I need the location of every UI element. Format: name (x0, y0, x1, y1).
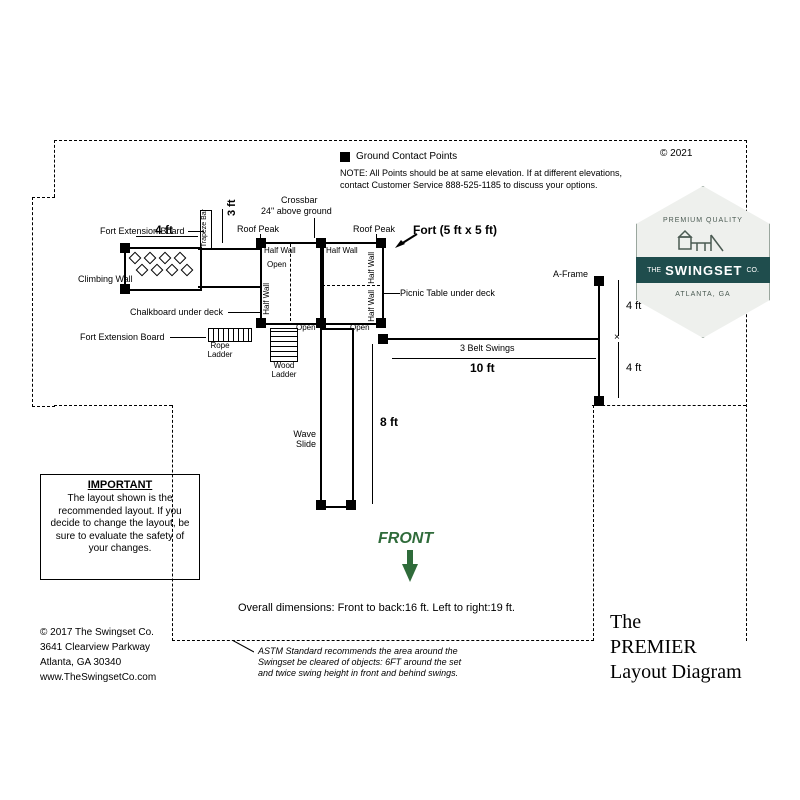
overall-dims: Overall dimensions: Front to back:16 ft.… (238, 602, 515, 614)
halfwall-r2: Half Wall (367, 290, 376, 322)
note-line2: contact Customer Service 888-525-1185 to… (340, 180, 597, 190)
note-line1: NOTE: All Points should be at same eleva… (340, 168, 622, 178)
logo-the: THE (647, 267, 661, 274)
copyright-l1: © 2017 The Swingset Co. (40, 625, 156, 640)
halfwall-top-r: Half Wall (326, 246, 358, 255)
fort-title: Fort (5 ft x 5 ft) (413, 223, 497, 237)
dim-3ft: 3 ft (226, 200, 238, 217)
copyright-l2: 3641 Clearview Parkway (40, 640, 156, 655)
wave-slide (320, 328, 354, 508)
dim-sep-x: × (614, 332, 620, 343)
copyright-l3: Atlanta, GA 30340 (40, 655, 156, 670)
fort-ext-top: Fort Extension Board (100, 226, 185, 236)
roof-peak-2: Roof Peak (353, 224, 395, 234)
important-box: IMPORTANT The layout shown is the recomm… (40, 474, 200, 580)
open-1: Open (267, 260, 287, 269)
trapeze-label: Trapeze Bar (201, 209, 208, 247)
diagram-title: The PREMIER Layout Diagram (610, 610, 742, 685)
aframe-label: A-Frame (553, 269, 588, 279)
dim-8ft: 8 ft (380, 415, 398, 429)
fort-ext-bot: Fort Extension Board (80, 332, 165, 342)
logo-brand: SWINGSET (665, 263, 742, 278)
brand-logo: PREMIUM QUALITY THE SWINGSET CO. ATLANTA… (636, 186, 768, 336)
front-arrow (402, 550, 418, 582)
rope-ladder (208, 328, 252, 342)
dim-4ft-bot: 4 ft (626, 362, 641, 374)
wood-label: Wood Ladder (264, 362, 304, 380)
crossbar-l1: Crossbar (281, 195, 318, 205)
logo-top: PREMIUM QUALITY (637, 217, 769, 224)
wave-label: Wave Slide (280, 430, 316, 450)
title-l1: The (610, 610, 742, 635)
astm-l3: and twice swing height in front and behi… (258, 668, 458, 678)
copyright-l4: www.TheSwingsetCo.com (40, 670, 156, 685)
swings-label: 3 Belt Swings (460, 343, 515, 353)
climbing-label: Climbing Wall (78, 274, 133, 284)
crossbar-l2: 24" above ground (261, 206, 332, 216)
playground-icon (677, 229, 729, 253)
open-2: Open (296, 323, 316, 332)
logo-bottom: ATLANTA, GA (637, 291, 769, 298)
important-title: IMPORTANT (45, 479, 195, 491)
a-frame (598, 280, 600, 400)
fort-arrow (395, 232, 413, 246)
climbing-pattern (128, 251, 194, 283)
roof-peak-1: Roof Peak (237, 224, 279, 234)
safety-zone-outline-left (32, 197, 55, 407)
halfwall-l: Half Wall (262, 283, 271, 315)
title-l2: PREMIER (610, 635, 742, 660)
swing-beam (382, 338, 598, 340)
halfwall-top-l: Half Wall (264, 246, 296, 255)
copyright-year: © 2021 (660, 148, 692, 159)
front-label: FRONT (378, 530, 433, 548)
astm-l2: Swingset be cleared of objects: 6FT arou… (258, 657, 461, 667)
wood-ladder (270, 328, 298, 362)
rope-label: Rope Ladder (200, 342, 240, 360)
astm-l1: ASTM Standard recommends the area around… (258, 646, 458, 656)
title-l3: Layout Diagram (610, 660, 742, 685)
dim-10ft: 10 ft (470, 361, 495, 375)
legend-square (340, 152, 350, 162)
halfwall-r1: Half Wall (367, 252, 376, 284)
chalkboard-label: Chalkboard under deck (130, 307, 223, 317)
logo-co: CO. (746, 267, 758, 274)
picnic-label: Picnic Table under deck (400, 288, 495, 298)
legend-label: Ground Contact Points (356, 151, 457, 162)
copyright-block: © 2017 The Swingset Co. 3641 Clearview P… (40, 625, 156, 685)
important-body: The layout shown is the recommended layo… (45, 493, 195, 556)
